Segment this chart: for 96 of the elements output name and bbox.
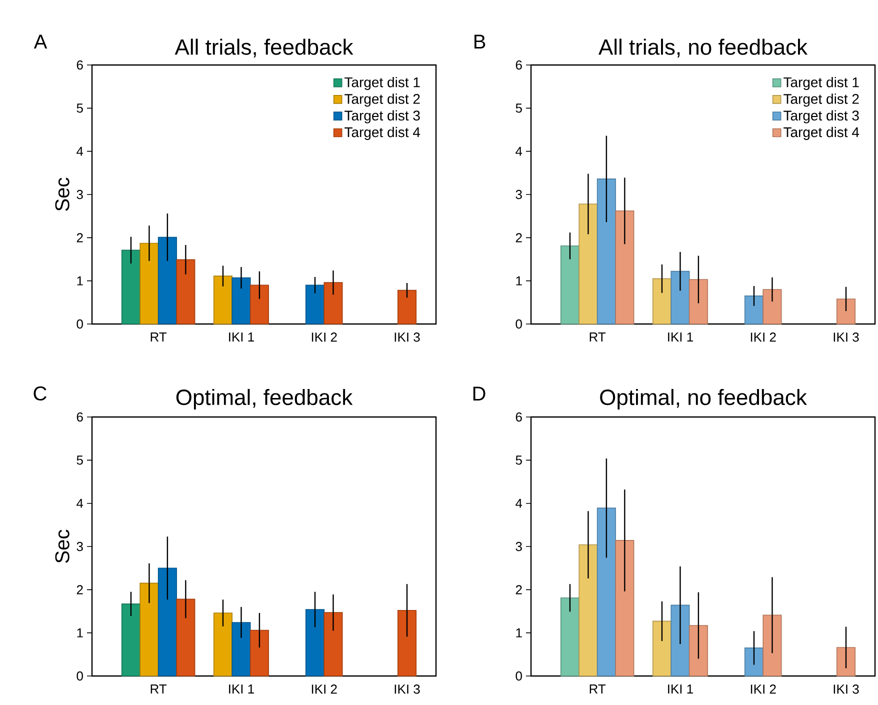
bar <box>305 609 324 676</box>
legend-label: Target dist 2 <box>344 94 420 107</box>
bar <box>836 298 856 324</box>
chart-title: All trials, feedback <box>174 38 354 58</box>
bar <box>578 544 598 676</box>
y-tick-label: 2 <box>516 585 522 594</box>
bar <box>578 204 598 324</box>
bar <box>121 250 140 324</box>
x-tick-label: IKI 3 <box>834 684 859 694</box>
x-tick-label: IKI 3 <box>834 332 859 342</box>
text: C <box>34 386 46 401</box>
legend-label: Target dist 4 <box>344 126 420 140</box>
bar <box>213 276 232 324</box>
x-tick-label: RT <box>590 332 606 342</box>
text: B <box>474 34 486 49</box>
y-tick-label: 2 <box>76 233 83 242</box>
y-tick-label: 1 <box>77 276 83 286</box>
bar <box>397 610 417 676</box>
y-tick-label: 3 <box>76 190 83 200</box>
bar <box>615 210 634 324</box>
bar <box>397 290 417 324</box>
chart-title: Optimal, feedback <box>176 388 353 410</box>
bar <box>121 604 140 676</box>
chart-title: All trials, no feedback <box>598 38 808 58</box>
legend-label: Target dist 3 <box>344 110 420 124</box>
legend-label: Target dist 4 <box>784 126 860 140</box>
bar <box>158 236 177 324</box>
y-tick-label: 6 <box>516 60 522 70</box>
y-tick-label: 0 <box>516 319 522 329</box>
bar <box>250 284 269 324</box>
y-tick-label: 3 <box>76 542 83 552</box>
bar <box>670 270 690 324</box>
y-tick-label: 5 <box>76 456 83 465</box>
bar <box>762 289 782 324</box>
bar <box>560 245 580 324</box>
y-tick-label: 4 <box>76 498 84 508</box>
y-tick-label: 6 <box>76 412 83 422</box>
bar <box>232 622 251 676</box>
y-tick-label: 0 <box>76 319 83 329</box>
bar <box>324 612 343 676</box>
x-tick-label: RT <box>150 684 167 694</box>
x-tick-label: IKI 1 <box>229 332 254 342</box>
bar <box>324 282 343 324</box>
y-tick-label: 5 <box>516 456 522 465</box>
y-tick-label: 6 <box>516 412 522 422</box>
x-tick-label: IKI 3 <box>394 684 420 694</box>
legend-label: Target dist 1 <box>344 76 420 90</box>
y-tick-label: 1 <box>516 628 522 638</box>
legend-label: Target dist 2 <box>784 94 859 107</box>
y-tick-label: 4 <box>76 146 84 156</box>
chart-title: Optimal, no feedback <box>600 388 807 410</box>
y-tick-label: 5 <box>516 104 522 113</box>
x-tick-label: IKI 2 <box>312 684 337 694</box>
y-tick-label: 4 <box>516 498 522 508</box>
y-tick-label: 3 <box>516 542 522 552</box>
bar <box>140 582 159 676</box>
bar <box>652 278 672 324</box>
y-tick-label: 5 <box>76 104 83 113</box>
bar <box>232 277 251 324</box>
bar <box>560 597 580 676</box>
y-tick-label: 0 <box>516 671 522 681</box>
y-tick-label: 4 <box>516 146 522 156</box>
bar <box>615 540 634 676</box>
bar <box>176 259 196 324</box>
text: A <box>34 34 48 49</box>
bar <box>176 598 196 676</box>
x-tick-label: IKI 2 <box>750 332 776 342</box>
legend-label: Target dist 1 <box>784 76 859 90</box>
bar <box>158 568 177 676</box>
y-tick-label: 1 <box>516 276 522 286</box>
x-tick-label: RT <box>150 332 167 342</box>
y-tick-label: 3 <box>516 190 522 200</box>
y-tick-label: 6 <box>76 60 83 70</box>
bar <box>652 620 672 676</box>
x-tick-label: IKI 2 <box>750 684 776 694</box>
bar <box>305 284 324 324</box>
y-axis-title: Sec <box>55 178 70 211</box>
bar <box>596 508 616 676</box>
x-tick-label: RT <box>590 684 606 694</box>
text: D <box>473 386 486 401</box>
y-axis-title: Sec <box>55 530 70 563</box>
x-tick-label: IKI 1 <box>668 332 693 342</box>
bar <box>250 630 269 676</box>
y-tick-label: 2 <box>76 585 83 594</box>
bar <box>213 612 232 676</box>
x-tick-label: IKI 1 <box>668 684 693 694</box>
legend-label: Target dist 3 <box>784 110 859 124</box>
bar <box>596 178 616 324</box>
x-tick-label: IKI 3 <box>394 332 420 342</box>
y-tick-label: 0 <box>76 671 83 681</box>
y-tick-label: 1 <box>77 628 83 638</box>
bar <box>744 296 764 324</box>
x-tick-label: IKI 2 <box>312 332 337 342</box>
bar <box>140 242 159 324</box>
x-tick-label: IKI 1 <box>229 684 254 694</box>
y-tick-label: 2 <box>516 233 522 242</box>
